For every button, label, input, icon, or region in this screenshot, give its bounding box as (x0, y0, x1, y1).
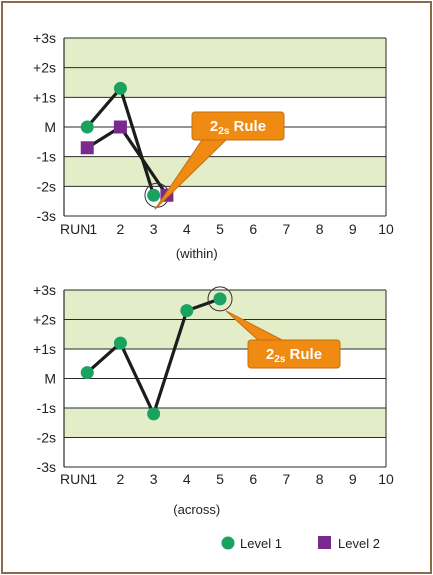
shaded-band-0 (64, 408, 386, 438)
callout-box (247, 339, 341, 369)
x-tick-label: 8 (316, 471, 324, 487)
level1-data-point (147, 188, 161, 202)
y-tick-label: +1s (33, 89, 56, 105)
rule-callout: 22s Rule (154, 111, 285, 210)
x-tick-label: 8 (316, 221, 324, 237)
shaded-band-2 (64, 38, 386, 68)
level1-data-point (180, 304, 194, 318)
x-tick-label: 2 (117, 221, 125, 237)
x-axis-run-label: RUN (60, 471, 90, 487)
chart-legend: Level 1 Level 2 (221, 536, 380, 551)
x-tick-label: 6 (249, 221, 257, 237)
x-tick-label: 1 (89, 471, 97, 487)
level1-data-point (80, 366, 94, 380)
legend-level1-marker (221, 536, 235, 550)
x-tick-label: 7 (283, 471, 291, 487)
y-tick-label: M (44, 371, 56, 387)
callout-label: 22s Rule (266, 346, 322, 365)
x-axis-run-label: RUN (60, 221, 90, 237)
y-tick-label: -3s (37, 459, 56, 475)
shaded-band-2 (64, 290, 386, 320)
rule-callout: 22s Rule (225, 310, 341, 369)
level1-data-point (80, 120, 94, 134)
callout-label: 22s Rule (210, 118, 266, 137)
level1-data-point (113, 81, 127, 95)
x-tick-label: 4 (183, 471, 191, 487)
y-tick-label: -2s (37, 178, 56, 194)
x-tick-label: 5 (216, 221, 224, 237)
y-tick-label: M (44, 119, 56, 135)
legend-level2-marker (318, 536, 331, 549)
x-tick-label: 2 (117, 471, 125, 487)
y-tick-label: +3s (33, 282, 56, 298)
x-tick-label: 1 (89, 221, 97, 237)
shaded-band-0 (64, 156, 386, 187)
level1-data-point (213, 292, 227, 306)
x-tick-label: 9 (349, 471, 357, 487)
y-tick-label: +1s (33, 341, 56, 357)
x-tick-label: 9 (349, 221, 357, 237)
y-tick-label: -1s (37, 400, 56, 416)
y-tick-label: +3s (33, 30, 56, 46)
y-tick-label: -3s (37, 208, 56, 224)
shaded-band-1 (64, 67, 386, 98)
x-tick-label: 3 (150, 221, 158, 237)
y-tick-label: +2s (33, 60, 56, 76)
x-tick-label: 4 (183, 221, 191, 237)
legend-level1-label: Level 1 (240, 536, 282, 551)
x-tick-label: 5 (216, 471, 224, 487)
x-axis-title: (across) (173, 502, 220, 517)
level2-data-point (80, 141, 94, 155)
callout-box (191, 111, 285, 141)
y-tick-label: -2s (37, 430, 56, 446)
x-tick-label: 3 (150, 471, 158, 487)
x-tick-label: 10 (378, 471, 394, 487)
legend-level2-label: Level 2 (338, 536, 380, 551)
level1-data-point (113, 336, 127, 350)
level2-data-point (113, 120, 127, 134)
x-tick-label: 7 (283, 221, 291, 237)
y-tick-label: -1s (37, 149, 56, 165)
x-tick-label: 6 (249, 471, 257, 487)
y-tick-label: +2s (33, 312, 56, 328)
level1-data-point (147, 407, 161, 421)
x-axis-title: (within) (176, 246, 218, 261)
x-tick-label: 10 (378, 221, 394, 237)
violation-highlight-ring (207, 286, 233, 312)
